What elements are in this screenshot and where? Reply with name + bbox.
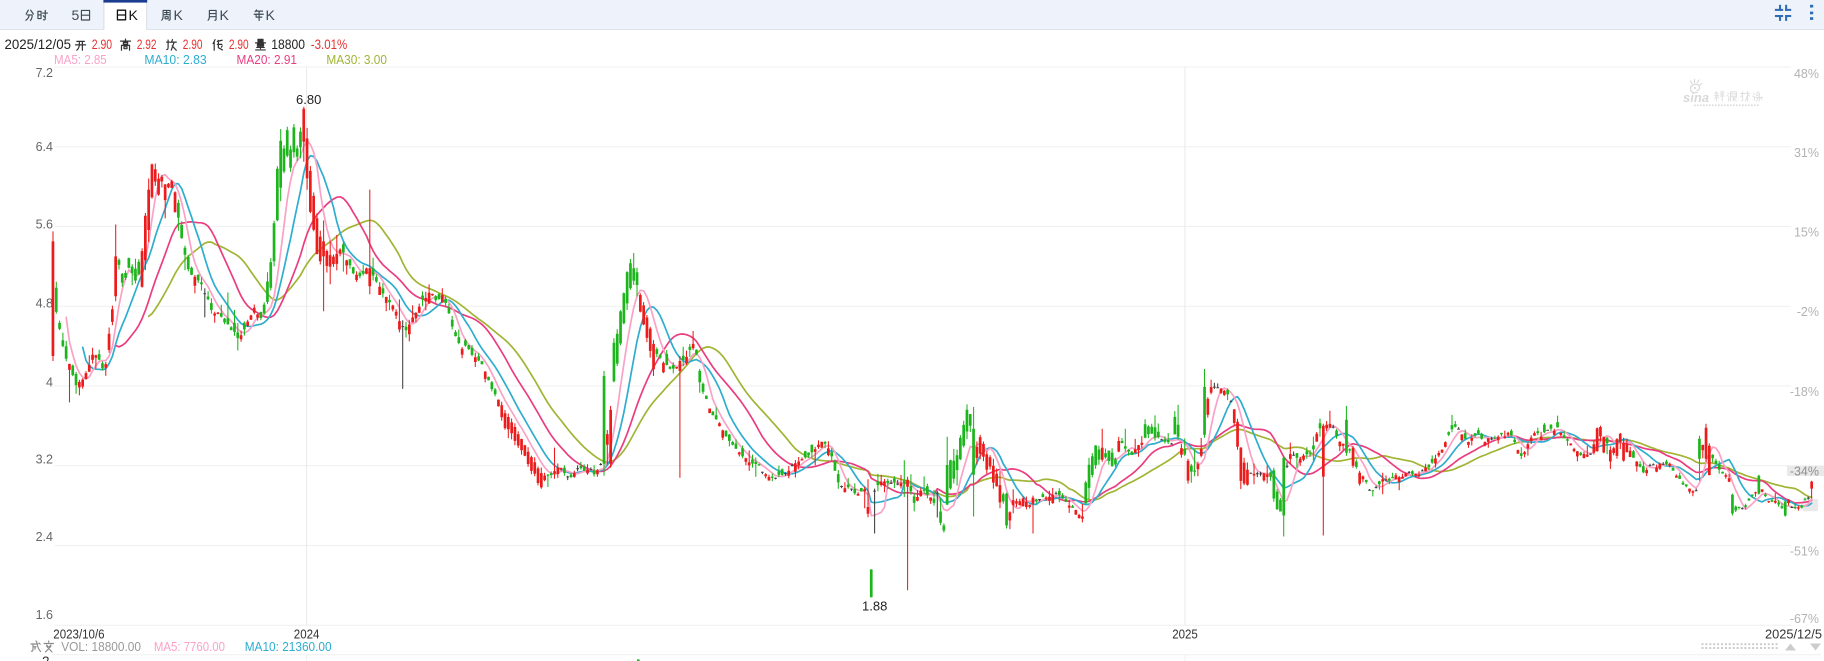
- svg-text:2.90: 2.90: [183, 36, 203, 52]
- svg-text:MA20: 2.91: MA20: 2.91: [237, 53, 298, 67]
- svg-text:18800: 18800: [271, 36, 305, 52]
- svg-text:K: K: [266, 7, 276, 23]
- svg-text:MA10: 21360.00: MA10: 21360.00: [245, 640, 332, 654]
- svg-text:31%: 31%: [1794, 146, 1819, 160]
- svg-text:2.92: 2.92: [137, 36, 157, 52]
- svg-text:2.90: 2.90: [92, 36, 112, 52]
- svg-text:6.80: 6.80: [296, 92, 321, 107]
- svg-text:4: 4: [46, 376, 53, 390]
- svg-text:K: K: [174, 7, 184, 23]
- svg-text:2024: 2024: [294, 627, 320, 642]
- svg-text:-2%: -2%: [1797, 305, 1819, 319]
- svg-text:-34%: -34%: [1790, 465, 1819, 479]
- svg-text:3.2: 3.2: [36, 453, 53, 467]
- svg-text:7.2: 7.2: [36, 66, 53, 80]
- svg-text:2023/10/6: 2023/10/6: [53, 627, 104, 642]
- svg-text:K: K: [129, 7, 139, 23]
- svg-text:MA5: 2.85: MA5: 2.85: [54, 53, 107, 67]
- svg-text:VOL: 18800.00: VOL: 18800.00: [61, 640, 141, 654]
- svg-text:2025/12/05: 2025/12/05: [5, 36, 72, 52]
- svg-text:2.90: 2.90: [229, 36, 249, 52]
- svg-text:-51%: -51%: [1790, 544, 1819, 558]
- svg-text:5: 5: [72, 7, 80, 23]
- svg-text:1.6: 1.6: [36, 608, 53, 622]
- svg-text:4.8: 4.8: [36, 297, 53, 311]
- svg-text:15%: 15%: [1794, 225, 1819, 239]
- svg-text:-18%: -18%: [1790, 385, 1819, 399]
- svg-text:MA30: 3.00: MA30: 3.00: [326, 53, 387, 67]
- svg-text:48%: 48%: [1794, 67, 1819, 81]
- svg-text:MA5: 7760.00: MA5: 7760.00: [154, 640, 225, 654]
- svg-text:K: K: [220, 7, 230, 23]
- svg-text:6.4: 6.4: [36, 140, 53, 154]
- svg-text:sina: sina: [1683, 90, 1709, 105]
- svg-text:1.88: 1.88: [862, 599, 887, 614]
- svg-text:5.6: 5.6: [36, 218, 53, 232]
- svg-text:2: 2: [42, 654, 50, 661]
- svg-text:-3.01%: -3.01%: [311, 36, 347, 52]
- svg-text:2025: 2025: [1172, 627, 1198, 642]
- svg-text:2.4: 2.4: [36, 530, 53, 544]
- svg-text:2025/12/5: 2025/12/5: [1765, 627, 1822, 642]
- svg-text:MA10: 2.83: MA10: 2.83: [144, 53, 206, 67]
- svg-text:-67%: -67%: [1790, 612, 1819, 626]
